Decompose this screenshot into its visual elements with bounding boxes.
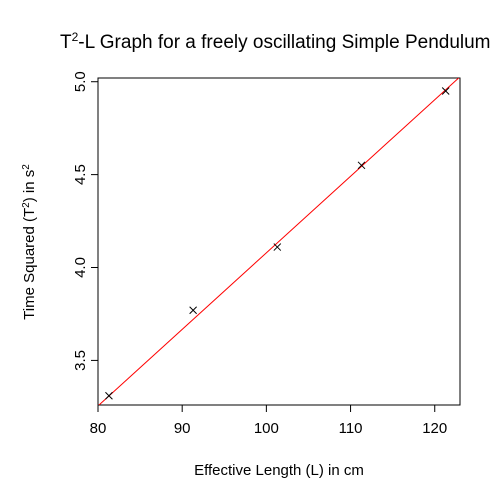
y-tick-label: 3.5 xyxy=(72,350,89,371)
data-point xyxy=(441,87,450,95)
data-point-stroke xyxy=(357,161,366,170)
chart-title-rest: -L Graph for a freely oscillating Simple… xyxy=(78,32,490,53)
y-axis-label: Time Squared (T2) in s2 xyxy=(21,164,39,320)
data-points xyxy=(105,87,450,400)
chart-title: T2-L Graph for a freely oscillating Simp… xyxy=(60,30,491,53)
data-point-stroke xyxy=(273,243,282,251)
plot-frame xyxy=(97,77,461,406)
fit-line xyxy=(98,78,460,405)
x-tick-label: 80 xyxy=(90,420,107,437)
x-axis-label: Effective Length (L) in cm xyxy=(194,462,364,479)
data-point xyxy=(273,243,282,251)
data-point xyxy=(357,161,366,170)
data-point xyxy=(105,391,113,400)
y-axis-label-mid: ) in s xyxy=(21,170,38,203)
x-tick-label: 90 xyxy=(174,420,191,437)
y-tick-label: 5.0 xyxy=(72,71,89,92)
data-point-stroke xyxy=(189,306,197,315)
y-axis-label-pre: Time Squared (T xyxy=(21,208,38,320)
x-tick-label: 100 xyxy=(254,420,279,437)
data-point-stroke xyxy=(441,87,450,95)
y-axis-ticks: 3.5 4.0 4.5 5.0 xyxy=(72,71,98,371)
y-tick-label: 4.5 xyxy=(72,164,89,185)
chart-title-sup: 2 xyxy=(72,30,79,44)
y-tick-label: 4.0 xyxy=(72,257,89,278)
y-axis-label-sup2: 2 xyxy=(21,164,32,170)
y-axis-label-sup1: 2 xyxy=(21,202,32,208)
data-point xyxy=(189,306,197,315)
data-point-stroke xyxy=(105,391,113,400)
chart-title-base: T xyxy=(60,32,72,53)
x-tick-label: 120 xyxy=(422,420,447,437)
x-tick-label: 110 xyxy=(339,420,363,437)
x-axis-ticks: 80 90 100 110 120 xyxy=(90,405,447,437)
